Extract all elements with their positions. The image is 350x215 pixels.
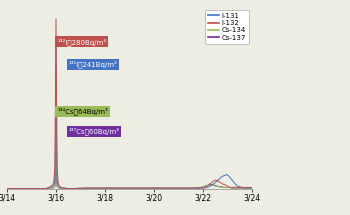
Text: ¹³²I：280Bq/m³: ¹³²I：280Bq/m³ xyxy=(57,38,106,46)
Text: ¹³¹I：241Bq/m³: ¹³¹I：241Bq/m³ xyxy=(68,60,117,68)
Text: ¹³⁷Cs：60Bq/m³: ¹³⁷Cs：60Bq/m³ xyxy=(68,127,119,135)
Text: ¹³⁴Cs：64Bq/m³: ¹³⁴Cs：64Bq/m³ xyxy=(57,108,108,115)
Legend: I-131, I-132, Cs-134, Cs-137: I-131, I-132, Cs-134, Cs-137 xyxy=(205,10,248,44)
